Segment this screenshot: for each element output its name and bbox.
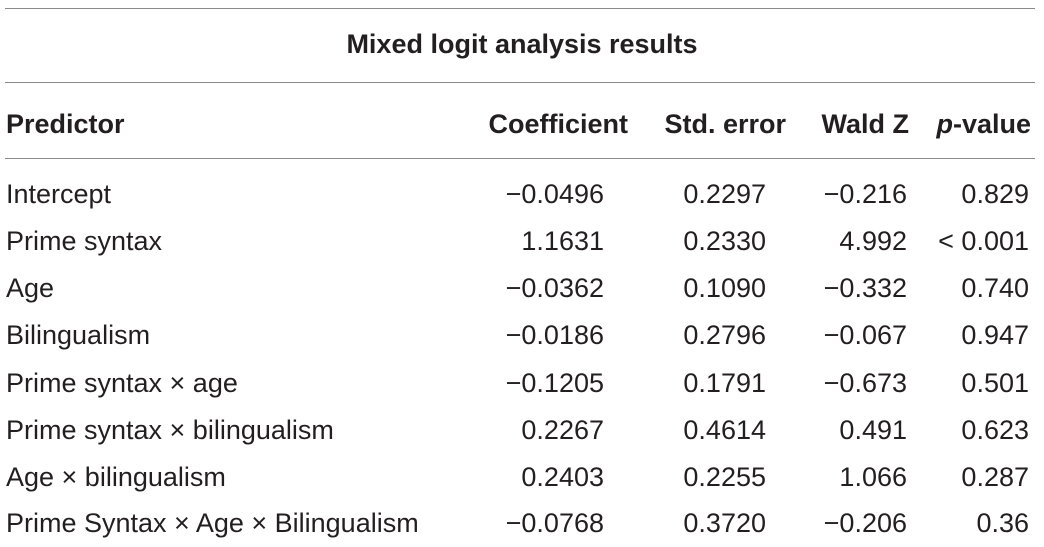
table-row: Age × bilingualism 0.2403 0.2255 1.066 0… bbox=[0, 454, 1044, 501]
header-p-value-italic: p bbox=[936, 109, 953, 139]
predictor-cell: Prime syntax bbox=[6, 226, 163, 256]
wald-z-cell: 4.992 bbox=[839, 226, 907, 256]
wald-z-cell: −0.673 bbox=[823, 368, 907, 398]
predictor-cell: Age × bilingualism bbox=[6, 462, 226, 492]
std-error-cell: 0.2330 bbox=[683, 226, 766, 256]
coefficient-cell: −0.0186 bbox=[505, 320, 604, 350]
std-error-cell: 0.1090 bbox=[683, 273, 766, 303]
table-row: Prime Syntax × Age × Bilingualism −0.076… bbox=[0, 500, 1044, 547]
std-error-cell: 0.4614 bbox=[683, 415, 766, 445]
p-value-cell: 0.740 bbox=[961, 273, 1029, 303]
p-value-cell: 0.829 bbox=[961, 179, 1029, 209]
predictor-cell: Prime syntax × bilingualism bbox=[6, 415, 334, 445]
wald-z-cell: −0.067 bbox=[823, 320, 907, 350]
coefficient-cell: 0.2267 bbox=[521, 415, 604, 445]
header-wald-z: Wald Z bbox=[821, 109, 910, 139]
p-value-cell: 0.287 bbox=[961, 462, 1029, 492]
coefficient-cell: −0.0768 bbox=[505, 508, 604, 538]
p-value-cell: 0.623 bbox=[961, 415, 1029, 445]
std-error-cell: 0.2796 bbox=[683, 320, 766, 350]
header-rule bbox=[5, 158, 1035, 159]
p-value-cell: 0.36 bbox=[976, 508, 1029, 538]
header-p-value: p-value bbox=[936, 106, 1031, 142]
predictor-cell: Bilingualism bbox=[6, 320, 151, 350]
predictor-cell: Prime syntax × age bbox=[6, 368, 238, 398]
header-p-value-rest: -value bbox=[952, 109, 1031, 139]
table-row: Prime syntax 1.1631 0.2330 4.992 < 0.001 bbox=[0, 218, 1044, 265]
table-row: Age −0.0362 0.1090 −0.332 0.740 bbox=[0, 265, 1044, 312]
header-predictor: Predictor bbox=[6, 109, 125, 139]
header-std-error: Std. error bbox=[664, 109, 786, 139]
table-row: Bilingualism −0.0186 0.2796 −0.067 0.947 bbox=[0, 312, 1044, 359]
header-coefficient: Coefficient bbox=[488, 109, 628, 139]
coefficient-cell: −0.0496 bbox=[505, 179, 604, 209]
std-error-cell: 0.3720 bbox=[683, 508, 766, 538]
table-row: Prime syntax × bilingualism 0.2267 0.461… bbox=[0, 407, 1044, 454]
wald-z-cell: 1.066 bbox=[839, 462, 907, 492]
table-row: Prime syntax × age −0.1205 0.1791 −0.673… bbox=[0, 360, 1044, 407]
predictor-cell: Prime Syntax × Age × Bilingualism bbox=[6, 508, 419, 538]
wald-z-cell: 0.491 bbox=[839, 415, 907, 445]
table-title: Mixed logit analysis results bbox=[346, 29, 698, 59]
coefficient-cell: −0.1205 bbox=[505, 368, 604, 398]
predictor-cell: Intercept bbox=[6, 179, 112, 209]
coefficient-cell: 1.1631 bbox=[521, 226, 604, 256]
p-value-cell: < 0.001 bbox=[938, 226, 1029, 256]
coefficient-cell: 0.2403 bbox=[521, 462, 604, 492]
table-row: Intercept −0.0496 0.2297 −0.216 0.829 bbox=[0, 171, 1044, 218]
std-error-cell: 0.2255 bbox=[683, 462, 766, 492]
std-error-cell: 0.1791 bbox=[683, 368, 766, 398]
top-rule bbox=[5, 8, 1035, 9]
title-rule bbox=[5, 82, 1035, 83]
predictor-cell: Age bbox=[6, 273, 55, 303]
wald-z-cell: −0.332 bbox=[823, 273, 907, 303]
std-error-cell: 0.2297 bbox=[683, 179, 766, 209]
coefficient-cell: −0.0362 bbox=[505, 273, 604, 303]
wald-z-cell: −0.216 bbox=[823, 179, 907, 209]
p-value-cell: 0.947 bbox=[961, 320, 1029, 350]
p-value-cell: 0.501 bbox=[961, 368, 1029, 398]
wald-z-cell: −0.206 bbox=[823, 508, 907, 538]
